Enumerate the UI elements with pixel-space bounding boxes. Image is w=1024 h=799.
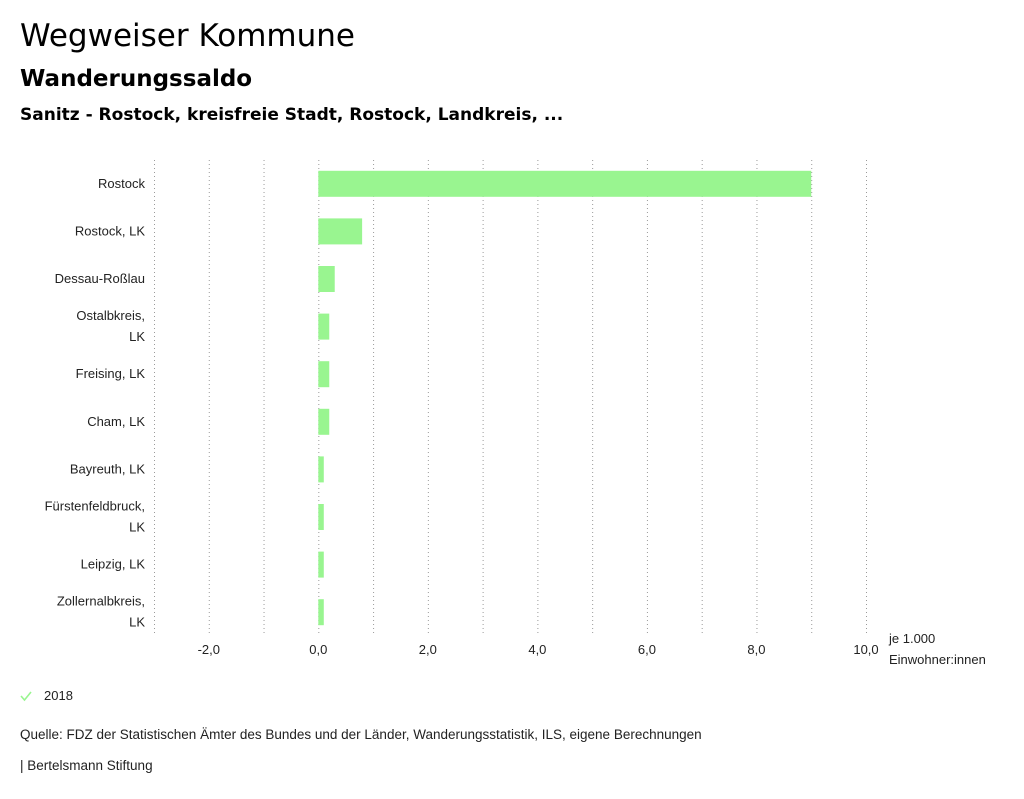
unit-label: je 1.000 Einwohner:innen: [888, 631, 986, 667]
chart-grid: [154, 160, 867, 636]
chart-bars: [318, 170, 812, 626]
bar: [318, 218, 363, 245]
category-label: Ostalbkreis, LK: [76, 308, 145, 344]
x-tick-label: 10,0: [853, 642, 878, 657]
x-tick-label: 2,0: [419, 642, 437, 657]
bar: [318, 361, 330, 388]
check-icon: [20, 690, 32, 701]
page-title: Wegweiser Kommune: [20, 18, 355, 54]
bar: [318, 599, 324, 626]
legend[interactable]: 2018: [20, 688, 73, 703]
unit-label-line: Einwohner:innen: [889, 652, 986, 667]
bar: [318, 551, 324, 578]
category-label: Rostock, LK: [75, 223, 145, 238]
bar: [318, 504, 324, 530]
footer-credit: | Bertelsmann Stiftung: [20, 758, 153, 773]
category-label: Freising, LK: [76, 366, 146, 381]
bar: [318, 266, 335, 292]
bar-chart: Rostock Rostock, LK Dessau-Roßlau Ostalbkre…: [45, 160, 986, 667]
unit-label-line: je 1.000: [888, 631, 935, 646]
category-labels: Rostock Rostock, LK Dessau-Roßlau Ostalbkre…: [45, 176, 146, 630]
category-label: Cham, LK: [87, 414, 145, 429]
x-tick-labels: -2,0 0,0 2,0 4,0 6,0 8,0 10,0: [198, 642, 879, 657]
bar: [318, 408, 330, 435]
region-selection: Sanitz - Rostock, kreisfreie Stadt, Rost…: [20, 105, 564, 125]
category-label: Fürstenfeldbruck, LK: [45, 499, 146, 535]
x-tick-label: 6,0: [638, 642, 656, 657]
bar: [318, 456, 324, 483]
category-label: Dessau-Roßlau: [55, 271, 145, 286]
x-tick-label: 8,0: [747, 642, 765, 657]
category-label: Bayreuth, LK: [70, 461, 145, 476]
category-label: Rostock: [98, 176, 145, 191]
category-label: Leipzig, LK: [81, 557, 146, 572]
bar: [318, 313, 330, 340]
x-tick-label: 0,0: [309, 642, 327, 657]
x-tick-label: -2,0: [198, 642, 220, 657]
bar: [318, 170, 812, 197]
category-label: Zollernalbkreis, LK: [57, 594, 145, 630]
legend-label: 2018: [44, 688, 73, 703]
x-tick-label: 4,0: [528, 642, 546, 657]
source-note: Quelle: FDZ der Statistischen Ämter des …: [20, 727, 702, 742]
chart-subtitle: Wanderungssaldo: [20, 66, 253, 92]
